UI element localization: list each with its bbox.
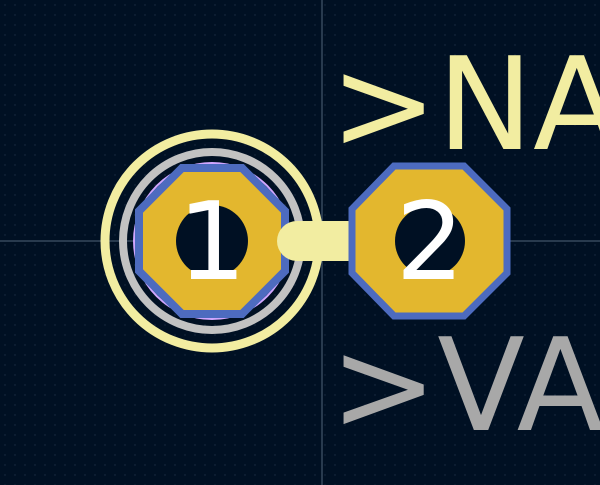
reference-designator-text[interactable]: >NA	[330, 31, 600, 180]
pad-1-number: 1	[178, 180, 247, 305]
pad-2-drill-hole	[395, 206, 465, 276]
value-text[interactable]: >VA	[330, 312, 600, 461]
pad-2-number: 2	[396, 180, 465, 305]
pad-1-drill-hole	[176, 205, 248, 277]
pad-1[interactable]: 1	[135, 164, 289, 318]
pad-2[interactable]: 2	[348, 162, 511, 320]
